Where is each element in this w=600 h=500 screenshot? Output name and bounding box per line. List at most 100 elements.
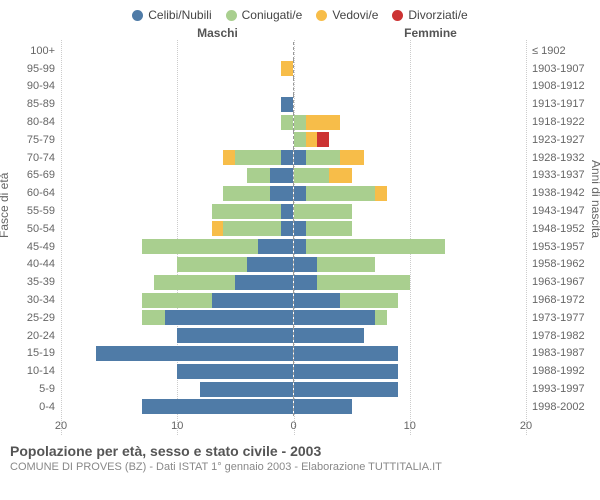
y-axis-label-left: Fasce di età [0,172,11,237]
birth-year-label: 1988-1992 [526,365,600,377]
male-bar [61,362,293,380]
age-label: 15-19 [0,347,61,359]
pyramid-row: 70-741928-1932 [0,149,600,167]
pyramid-row: 95-991903-1907 [0,60,600,78]
male-bar [61,220,293,238]
male-bar [61,398,293,416]
male-bar [61,42,293,60]
birth-year-label: 1978-1982 [526,330,600,342]
female-bar [293,113,526,131]
age-label: 95-99 [0,63,61,75]
male-bar [61,309,293,327]
legend-label: Vedovi/e [332,8,378,22]
birth-year-label: 1908-1912 [526,80,600,92]
chart-body: Fasce di età Anni di nascita 100+≤ 19029… [0,40,600,435]
legend-swatch [132,10,143,21]
female-bar [293,345,526,363]
chart-container: Celibi/NubiliConiugati/eVedovi/eDivorzia… [0,0,600,500]
female-bar [293,256,526,274]
female-bar [293,78,526,96]
male-bar [61,238,293,256]
age-label: 0-4 [0,401,61,413]
pyramid-row: 50-541948-1952 [0,220,600,238]
male-bar [61,291,293,309]
age-label: 25-29 [0,312,61,324]
gender-headers: Maschi Femmine [0,26,600,40]
x-tick: 20 [55,420,67,432]
age-label: 75-79 [0,134,61,146]
age-label: 10-14 [0,365,61,377]
age-label: 40-44 [0,258,61,270]
legend-swatch [316,10,327,21]
birth-year-label: 1963-1967 [526,276,600,288]
female-bar [293,220,526,238]
pyramid-row: 40-44 1958-1962 [0,256,600,274]
header-female: Femmine [324,26,537,40]
age-label: 100+ [0,45,61,57]
age-label: 90-94 [0,80,61,92]
male-bar [61,184,293,202]
female-bar [293,398,526,416]
pyramid-row: 60-641938-1942 [0,184,600,202]
chart-subtitle: COMUNE DI PROVES (BZ) - Dati ISTAT 1° ge… [10,461,590,473]
birth-year-label: 1958-1962 [526,258,600,270]
pyramid-row: 55-591943-1947 [0,202,600,220]
female-bar [293,238,526,256]
pyramid-row: 25-29 1973-1977 [0,309,600,327]
female-bar [293,167,526,185]
legend-item: Divorziati/e [392,8,467,22]
female-bar [293,202,526,220]
pyramid-row: 45-491953-1957 [0,238,600,256]
female-bar [293,273,526,291]
male-bar [61,60,293,78]
female-bar [293,42,526,60]
male-bar [61,113,293,131]
female-bar [293,95,526,113]
legend-item: Celibi/Nubili [132,8,211,22]
legend: Celibi/NubiliConiugati/eVedovi/eDivorzia… [0,0,600,26]
male-bar [61,345,293,363]
x-axis: 201001020 [0,420,600,436]
age-label: 80-84 [0,116,61,128]
female-bar [293,184,526,202]
pyramid-row: 85-891913-1917 [0,95,600,113]
x-axis-ticks: 201001020 [61,420,526,436]
header-male: Maschi [51,26,324,40]
female-bar [293,149,526,167]
birth-year-label: 1968-1972 [526,294,600,306]
male-bar [61,149,293,167]
legend-swatch [392,10,403,21]
birth-year-label: 1983-1987 [526,347,600,359]
male-bar [61,273,293,291]
x-tick: 10 [171,420,183,432]
pyramid-row: 30-341968-1972 [0,291,600,309]
legend-label: Divorziati/e [408,8,467,22]
pyramid-row: 75-791923-1927 [0,131,600,149]
legend-item: Vedovi/e [316,8,378,22]
pyramid-row: 90-94 1908-1912 [0,78,600,96]
birth-year-label: ≤ 1902 [526,45,600,57]
legend-swatch [226,10,237,21]
female-bar [293,60,526,78]
x-tick: 10 [404,420,416,432]
age-label: 85-89 [0,98,61,110]
female-bar [293,309,526,327]
age-label: 70-74 [0,152,61,164]
pyramid-row: 0-4 1998-2002 [0,398,600,416]
male-bar [61,78,293,96]
age-label: 20-24 [0,330,61,342]
male-bar [61,380,293,398]
female-bar [293,362,526,380]
footer: Popolazione per età, sesso e stato civil… [0,435,600,473]
male-bar [61,131,293,149]
male-bar [61,202,293,220]
legend-label: Celibi/Nubili [148,8,211,22]
female-bar [293,327,526,345]
male-bar [61,256,293,274]
pyramid-rows: 100+ ≤ 1902 95-991903-1907 90-94 1908-1912 85… [0,40,600,418]
birth-year-label: 1998-2002 [526,401,600,413]
female-bar [293,380,526,398]
male-bar [61,95,293,113]
birth-year-label: 1973-1977 [526,312,600,324]
birth-year-label: 1993-1997 [526,383,600,395]
